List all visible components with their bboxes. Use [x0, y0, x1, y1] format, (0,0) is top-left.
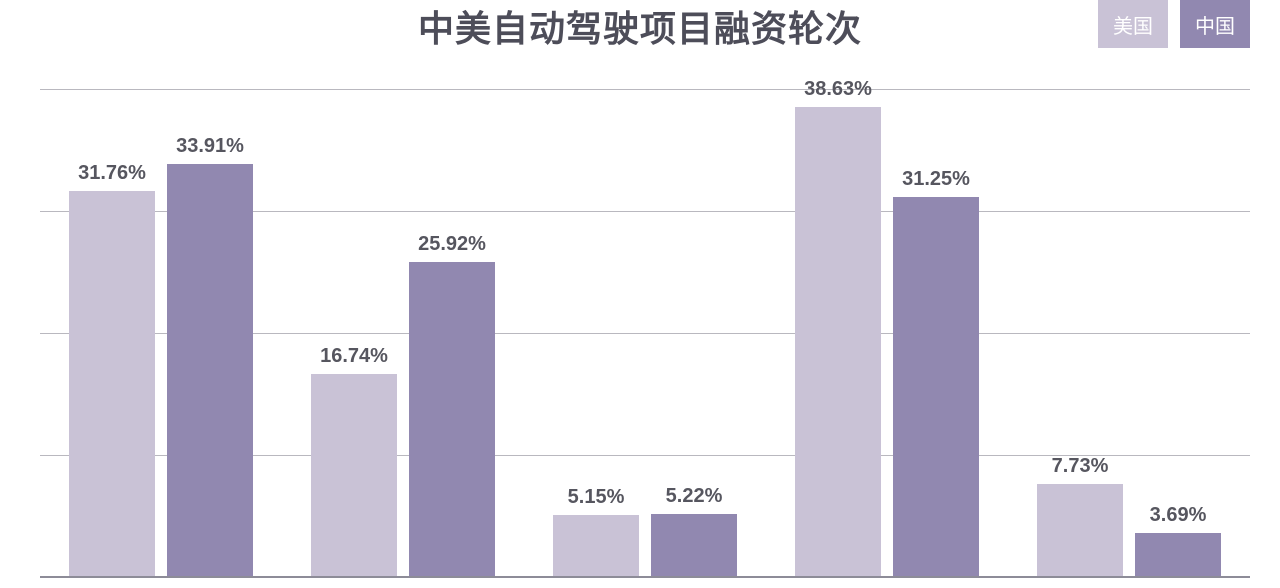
bar-group: 7.73% 3.69%	[1008, 90, 1250, 578]
bar-group: 31.76%33.91%	[40, 90, 282, 578]
bar-中国: 25.92%	[409, 262, 495, 578]
legend-item-us: 美国	[1098, 0, 1168, 48]
bar-groups: 31.76%33.91%16.74%25.92%5.15%5.22%38.63%…	[40, 90, 1250, 578]
bar-label: 7.73%	[1052, 455, 1109, 478]
bar-中国: 5.22%	[651, 514, 737, 578]
baseline	[40, 576, 1250, 578]
bar-group: 5.15%5.22%	[524, 90, 766, 578]
bar-group: 38.63%31.25%	[766, 90, 1008, 578]
bar-label: 31.25%	[902, 168, 970, 191]
bar-label: 5.22%	[666, 485, 723, 508]
bar-中国: 31.25%	[893, 197, 979, 578]
bar-label: 31.76%	[78, 162, 146, 185]
bar-美国: 16.74%	[311, 374, 397, 578]
bar-label: 3.69%	[1150, 504, 1207, 527]
bar-group: 16.74%25.92%	[282, 90, 524, 578]
bar-label: 25.92%	[418, 233, 486, 256]
bar-label: 16.74%	[320, 345, 388, 368]
bar-中国: 3.69%	[1135, 533, 1221, 578]
bar-美国: 7.73%	[1037, 484, 1123, 578]
bar-中国: 33.91%	[167, 164, 253, 578]
chart-title: 中美自动驾驶项目融资轮次	[0, 0, 1280, 52]
bar-label: 5.15%	[568, 486, 625, 509]
legend-item-cn: 中国	[1180, 0, 1250, 48]
bar-美国: 38.63%	[795, 107, 881, 578]
funding-rounds-chart: 中美自动驾驶项目融资轮次 美国 中国 31.76%33.91%16.74%25.…	[0, 0, 1280, 588]
bar-label: 33.91%	[176, 135, 244, 158]
bar-美国: 31.76%	[69, 191, 155, 578]
bar-label: 38.63%	[804, 78, 872, 101]
bar-美国: 5.15%	[553, 515, 639, 578]
plot-area: 31.76%33.91%16.74%25.92%5.15%5.22%38.63%…	[40, 90, 1250, 578]
legend: 美国 中国	[1098, 0, 1250, 48]
